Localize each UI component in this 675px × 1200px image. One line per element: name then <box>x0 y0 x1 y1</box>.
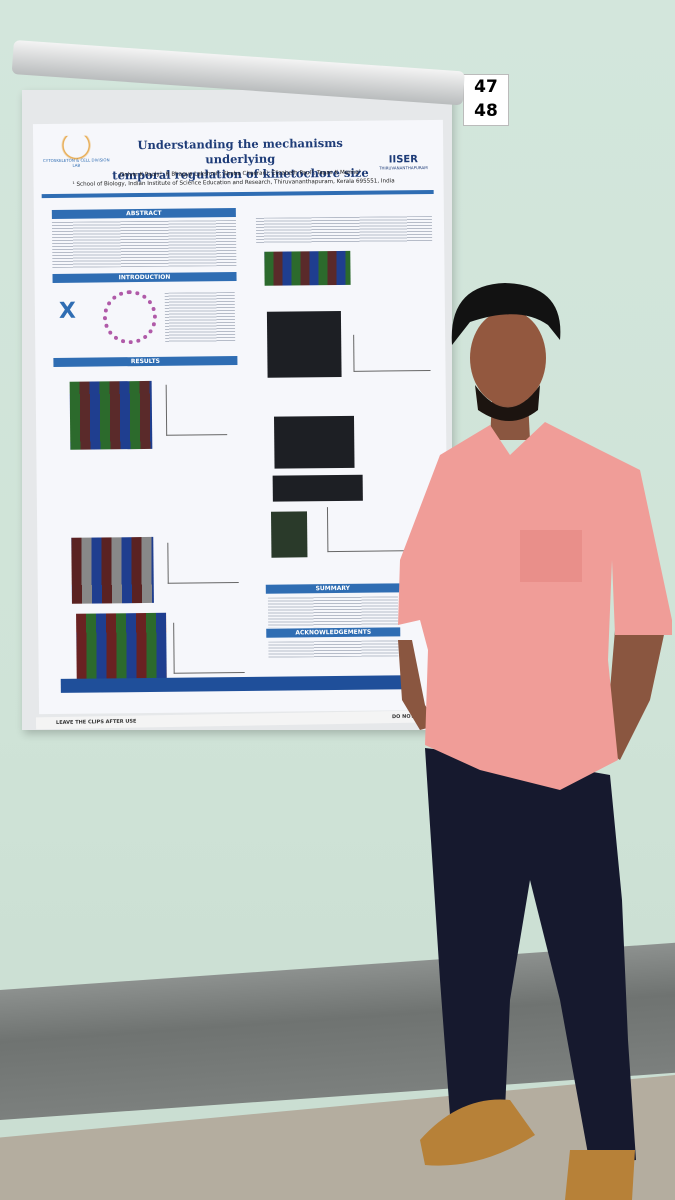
beard <box>475 385 540 421</box>
face <box>470 310 546 406</box>
arm <box>398 640 438 730</box>
shoe <box>420 1099 535 1166</box>
arm <box>605 630 665 760</box>
trousers <box>425 748 636 1165</box>
board-number: 47 48 <box>463 74 509 126</box>
shirt <box>398 422 672 790</box>
pocket <box>520 530 582 582</box>
board-number-bottom: 48 <box>474 101 498 121</box>
shoe <box>565 1150 635 1200</box>
board-number-top: 47 <box>474 77 498 97</box>
hair <box>451 283 561 345</box>
